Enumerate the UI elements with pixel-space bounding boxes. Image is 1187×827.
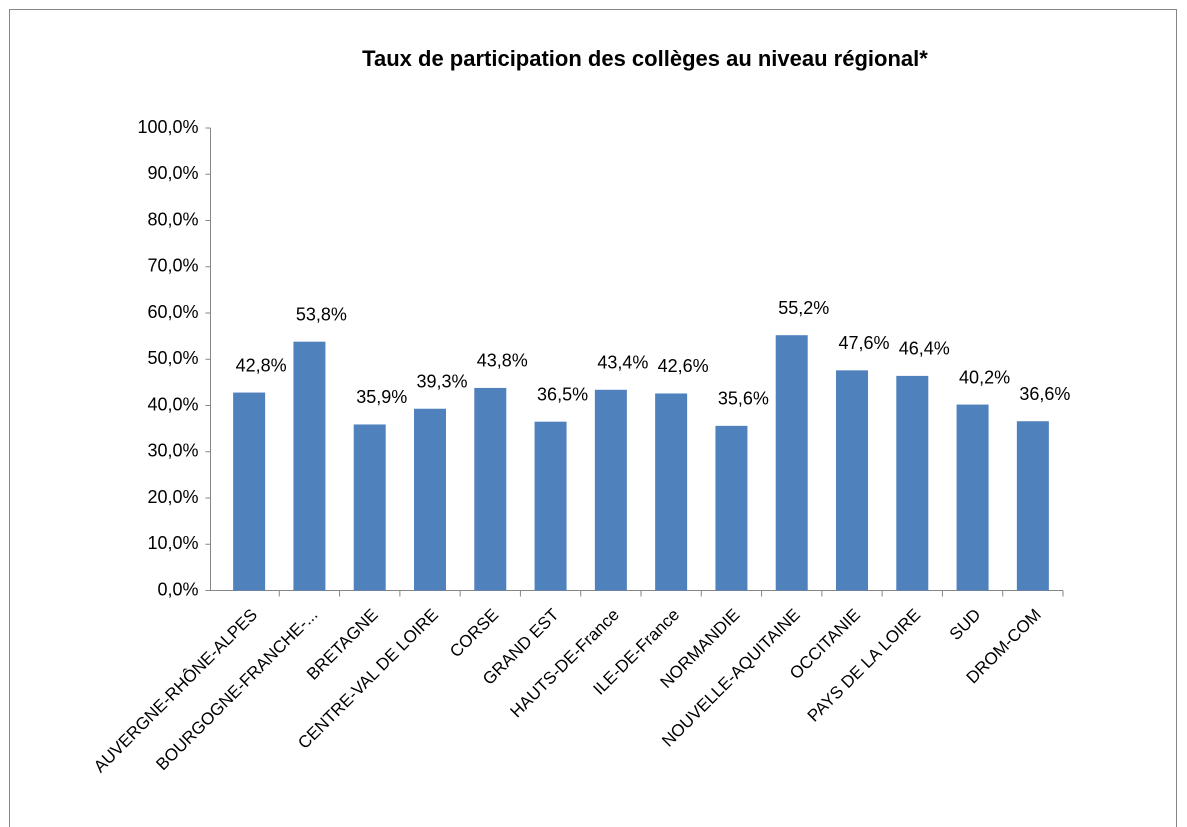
bar: [293, 341, 326, 591]
y-tick-label: 0,0%: [157, 579, 198, 599]
y-tick-label: 40,0%: [147, 394, 198, 414]
bar: [956, 404, 989, 591]
value-label: 35,9%: [356, 387, 407, 407]
value-label: 43,8%: [477, 351, 528, 371]
value-label: 36,5%: [537, 384, 588, 404]
bar: [715, 425, 748, 591]
y-tick-label: 60,0%: [147, 302, 198, 322]
x-tick-label: PAYS DE LA LOIRE: [804, 605, 925, 726]
value-label: 43,4%: [597, 353, 648, 373]
value-label: 47,6%: [838, 333, 889, 353]
chart-title: Taux de participation des collèges au ni…: [362, 46, 928, 71]
y-tick-label: 30,0%: [147, 441, 198, 461]
x-tick-label: CORSE: [446, 605, 502, 661]
value-label: 42,6%: [658, 356, 709, 376]
value-label: 39,3%: [416, 371, 467, 391]
bar: [414, 408, 446, 591]
y-tick-label: 90,0%: [147, 163, 198, 183]
bar: [353, 424, 386, 591]
value-label: 36,6%: [1019, 384, 1070, 404]
value-label: 42,8%: [236, 355, 287, 375]
bar: [896, 375, 929, 591]
bar: [775, 335, 808, 591]
bar: [233, 392, 266, 591]
x-tick-label: HAUTS-DE-France: [507, 605, 623, 721]
y-tick-label: 10,0%: [147, 533, 198, 553]
bar: [594, 389, 627, 591]
chart-frame: [9, 9, 1177, 827]
bar: [474, 387, 507, 591]
bar: [836, 370, 868, 591]
value-label: 35,6%: [718, 389, 769, 409]
y-tick-label: 80,0%: [147, 209, 198, 229]
x-tick-label: SUD: [946, 605, 985, 644]
value-label: 53,8%: [296, 304, 347, 324]
bar: [655, 393, 688, 591]
value-label: 55,2%: [778, 298, 829, 318]
y-tick-label: 50,0%: [147, 348, 198, 368]
bar: [1016, 421, 1049, 591]
value-label: 40,2%: [959, 367, 1010, 387]
bar: [534, 421, 567, 591]
value-label: 46,4%: [899, 339, 950, 359]
y-tick-label: 70,0%: [147, 256, 198, 276]
y-tick-label: 100,0%: [137, 117, 198, 137]
y-tick-label: 20,0%: [147, 487, 198, 507]
